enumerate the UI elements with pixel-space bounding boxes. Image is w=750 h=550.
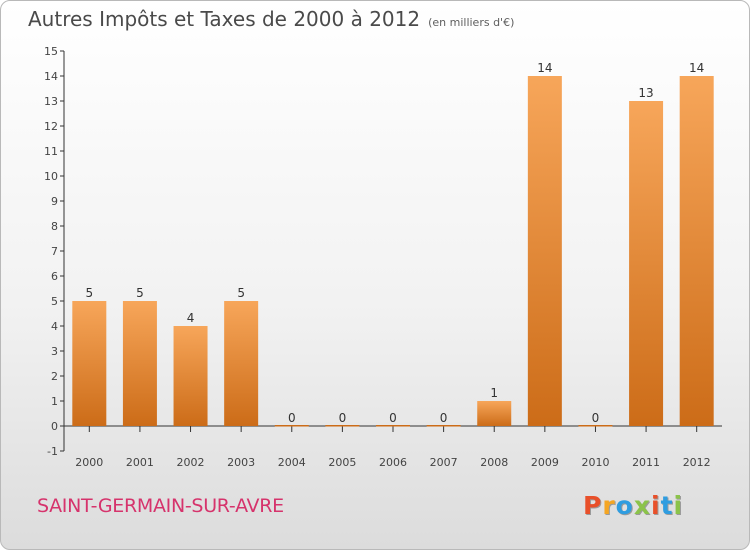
x-tick-label: 2007 xyxy=(430,456,458,469)
y-tick-label: 10 xyxy=(44,170,58,183)
data-label: 0 xyxy=(288,411,296,425)
x-tick-label: 2012 xyxy=(683,456,711,469)
bar-2011 xyxy=(629,101,664,426)
data-label: 5 xyxy=(136,286,144,300)
logo-letter: x xyxy=(633,491,651,520)
x-tick-label: 2002 xyxy=(177,456,205,469)
logo-letter: r xyxy=(602,491,616,520)
chart-title: Autres Impôts et Taxes de 2000 à 2012 xyxy=(28,7,421,31)
data-label: 5 xyxy=(85,286,93,300)
logo-letter: P xyxy=(583,491,603,520)
data-label: 13 xyxy=(638,86,653,100)
bars xyxy=(72,76,714,427)
y-tick-label: 8 xyxy=(51,220,58,233)
data-label: 0 xyxy=(592,411,600,425)
y-tick-label: 5 xyxy=(51,295,58,308)
data-label: 14 xyxy=(537,61,552,75)
bar-2000 xyxy=(72,301,107,426)
y-tick-label: 7 xyxy=(51,245,58,258)
x-tick-label: 2010 xyxy=(581,456,609,469)
data-labels: 5 5 4 5 0 0 0 0 1 14 0 13 14 xyxy=(85,61,704,425)
y-tick-label: 3 xyxy=(51,345,58,358)
y-tick-label: 4 xyxy=(51,320,58,333)
proxiti-logo[interactable]: Proxiti xyxy=(583,491,683,520)
y-tick-label: -1 xyxy=(47,445,58,458)
data-label: 1 xyxy=(490,386,498,400)
data-label: 0 xyxy=(440,411,448,425)
y-tick-label: 14 xyxy=(44,70,58,83)
x-axis: 2000 2001 2002 2003 2004 2005 2006 2007 2008 2009… xyxy=(64,425,722,469)
x-tick-label: 2009 xyxy=(531,456,559,469)
y-tick-label: 2 xyxy=(51,370,58,383)
y-tick-label: 1 xyxy=(51,395,58,408)
y-tick-label: 13 xyxy=(44,95,58,108)
bar-2002 xyxy=(173,326,208,426)
bar-2008 xyxy=(477,401,512,426)
logo-letter: o xyxy=(615,491,634,520)
x-tick-label: 2001 xyxy=(126,456,154,469)
x-tick-label: 2003 xyxy=(227,456,255,469)
bar-2005 xyxy=(325,425,360,427)
data-label: 4 xyxy=(187,311,195,325)
bar-2003 xyxy=(224,301,259,426)
data-label: 14 xyxy=(689,61,704,75)
bar-2004 xyxy=(274,425,309,427)
x-tick-label: 2000 xyxy=(75,456,103,469)
bar-2006 xyxy=(376,425,410,427)
bar-2010 xyxy=(578,425,613,427)
bar-2012 xyxy=(679,76,714,426)
data-label: 0 xyxy=(339,411,347,425)
y-tick-label: 12 xyxy=(44,120,58,133)
place-name: SAINT-GERMAIN-SUR-AVRE xyxy=(37,495,284,517)
y-tick-label: 6 xyxy=(51,270,58,283)
y-tick-label: 9 xyxy=(51,195,58,208)
y-tick-label: 15 xyxy=(44,45,58,58)
x-tick-label: 2004 xyxy=(278,456,306,469)
y-tick-label: 0 xyxy=(51,420,58,433)
x-tick-label: 2011 xyxy=(632,456,660,469)
bar-2009 xyxy=(527,76,562,426)
logo-letter: i xyxy=(673,491,684,520)
x-tick-label: 2006 xyxy=(379,456,407,469)
x-tick-label: 2008 xyxy=(480,456,508,469)
logo-letter: t xyxy=(660,491,674,520)
x-tick-label: 2005 xyxy=(328,456,356,469)
data-label: 0 xyxy=(389,411,397,425)
bar-2007 xyxy=(426,425,461,427)
title-row: Autres Impôts et Taxes de 2000 à 2012 (en… xyxy=(28,7,514,31)
y-tick-label: 11 xyxy=(44,145,58,158)
logo-letter: i xyxy=(651,491,661,520)
chart-subtitle: (en milliers d'€) xyxy=(428,16,515,29)
bar-2001 xyxy=(122,301,157,426)
data-label: 5 xyxy=(237,286,245,300)
